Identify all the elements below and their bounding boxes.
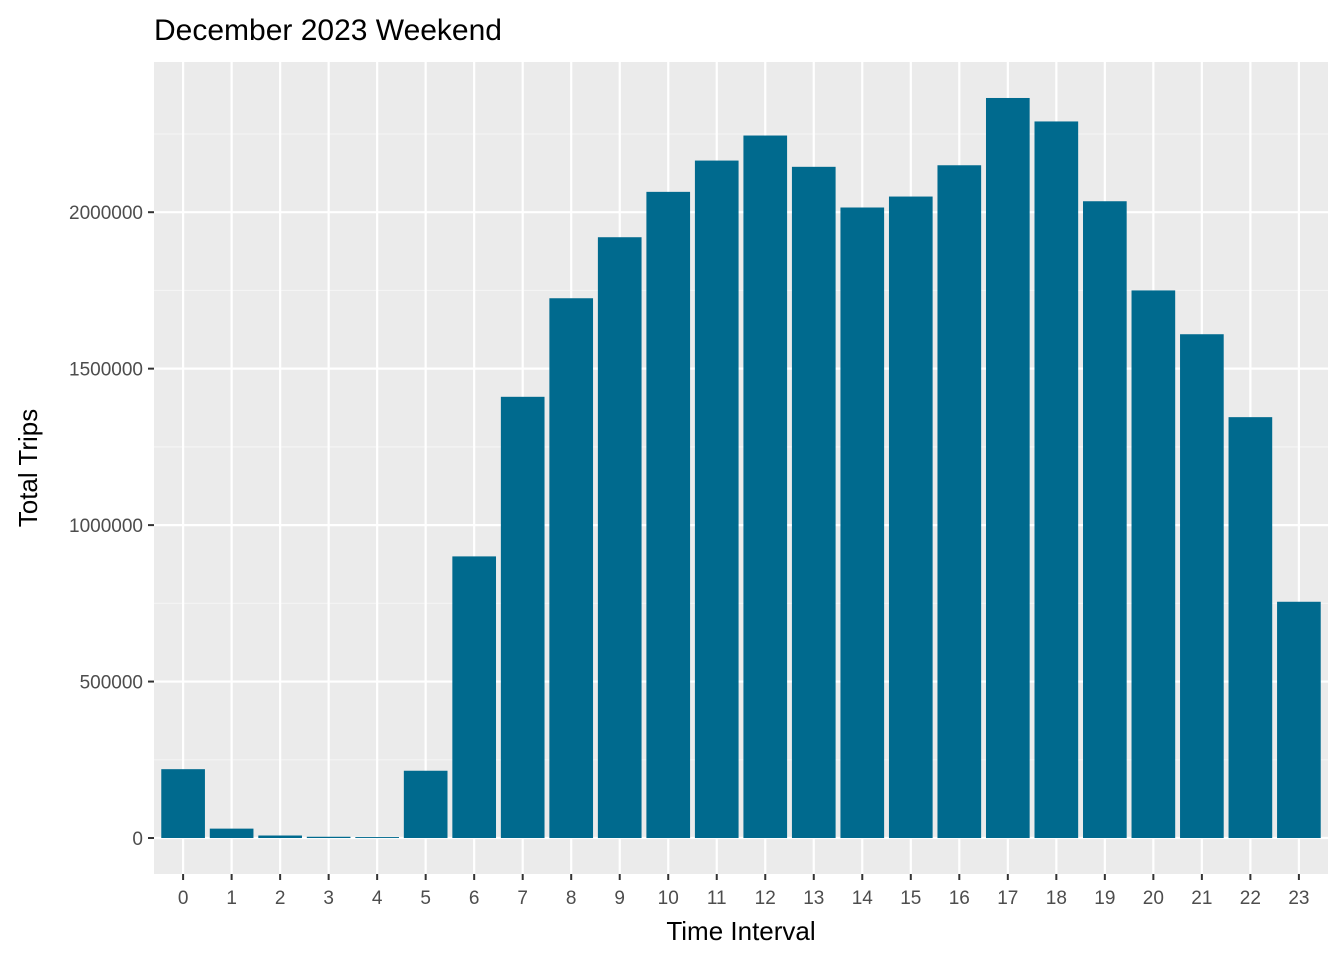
bar-9: 9: 1920000: [597, 237, 642, 839]
y-axis-title: Total Trips: [13, 409, 43, 528]
x-tick-label: 3: [323, 888, 334, 909]
x-tick-label: 23: [1288, 888, 1309, 909]
bar-17: 17: 2365000: [985, 97, 1030, 839]
x-tick-label: 1: [226, 888, 237, 909]
x-tick-label: 12: [755, 888, 776, 909]
x-tick-label: 11: [707, 888, 727, 909]
x-tick-label: 0: [178, 888, 189, 909]
bar-23: 23: 755000: [1277, 601, 1321, 839]
y-tick-label: 1500000: [69, 360, 143, 381]
x-tick-label: 20: [1143, 888, 1164, 909]
bar-3: 3: 4000: [306, 836, 351, 839]
y-tick-label: 500000: [80, 673, 143, 694]
x-tick-label: 17: [997, 888, 1018, 909]
bar-8: 8: 1725000: [549, 298, 594, 839]
bar-4: 4: 3000: [355, 837, 399, 839]
bar-20: 20: 1750000: [1131, 290, 1176, 839]
bar-19: 19: 2035000: [1083, 201, 1127, 839]
x-axis-title: Time Interval: [666, 916, 815, 946]
y-axis-ticks: 0 500000 1000000 1500000 2000000: [69, 203, 154, 850]
bars: 0: 220000 1: 30000 2: 8000 3: 4000 4: 3000 5:…: [161, 97, 1321, 839]
y-tick-label: 2000000: [69, 203, 143, 224]
x-tick-label: 21: [1191, 888, 1212, 909]
bar-1: 1: 30000: [209, 828, 254, 839]
x-tick-label: 18: [1046, 888, 1067, 909]
chart-title: December 2023 Weekend: [154, 14, 502, 47]
bar-14: 14: 2015000: [840, 207, 885, 839]
x-tick-label: 8: [566, 888, 577, 909]
bar-22: 22: 1345000: [1228, 417, 1273, 839]
x-tick-label: 19: [1094, 888, 1115, 909]
bar-10: 10: 2065000: [646, 191, 691, 839]
bar-13: 13: 2145000: [791, 166, 836, 839]
bar-0: 0: 220000: [161, 769, 205, 839]
x-tick-label: 4: [372, 888, 383, 909]
bar-5: 5: 215000: [403, 770, 448, 839]
bar-2: 2: 8000: [258, 835, 302, 839]
bar-7: 7: 1410000: [500, 396, 545, 839]
x-tick-label: 16: [949, 888, 970, 909]
x-tick-label: 15: [900, 888, 921, 909]
x-tick-label: 22: [1240, 888, 1261, 909]
x-tick-label: 13: [803, 888, 824, 909]
bar-12: 12: 2245000: [743, 135, 788, 839]
x-axis-ticks: 0 1 2 3 4 5 6 7 8 9 10 11 12 13 14 15 16 17 18 19 20 21 22 23: [178, 874, 1309, 909]
x-tick-label: 5: [420, 888, 431, 909]
bar-21: 21: 1610000: [1180, 334, 1224, 839]
y-tick-label: 1000000: [69, 516, 143, 537]
x-tick-label: 14: [852, 888, 874, 909]
x-tick-label: 9: [614, 888, 625, 909]
y-tick-label: 0: [132, 829, 143, 850]
bar-15: 15: 2050000: [888, 196, 933, 839]
bar-6: 6: 900000: [452, 556, 497, 839]
x-tick-label: 7: [517, 888, 528, 909]
x-tick-label: 6: [469, 888, 480, 909]
x-tick-label: 2: [275, 888, 286, 909]
bar-11: 11: 2165000: [694, 160, 739, 839]
x-tick-label: 10: [658, 888, 679, 909]
bar-16: 16: 2150000: [937, 165, 982, 839]
bar-18: 18: 2290000: [1034, 121, 1079, 839]
